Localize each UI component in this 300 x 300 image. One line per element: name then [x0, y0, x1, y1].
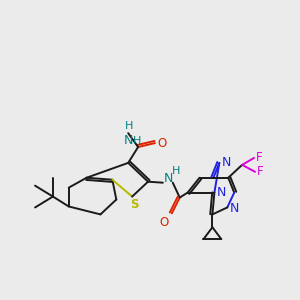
- Text: N: N: [221, 156, 231, 170]
- Text: F: F: [256, 152, 262, 164]
- Text: F: F: [257, 165, 264, 178]
- Text: H: H: [172, 166, 180, 176]
- Text: N: N: [216, 186, 226, 199]
- Text: O: O: [159, 216, 169, 230]
- Text: O: O: [157, 136, 166, 150]
- Text: S: S: [130, 198, 138, 211]
- Text: N: N: [229, 202, 239, 215]
- Text: H: H: [125, 121, 134, 131]
- Text: H: H: [133, 136, 141, 146]
- Text: N: N: [124, 134, 133, 147]
- Text: N: N: [164, 172, 173, 185]
